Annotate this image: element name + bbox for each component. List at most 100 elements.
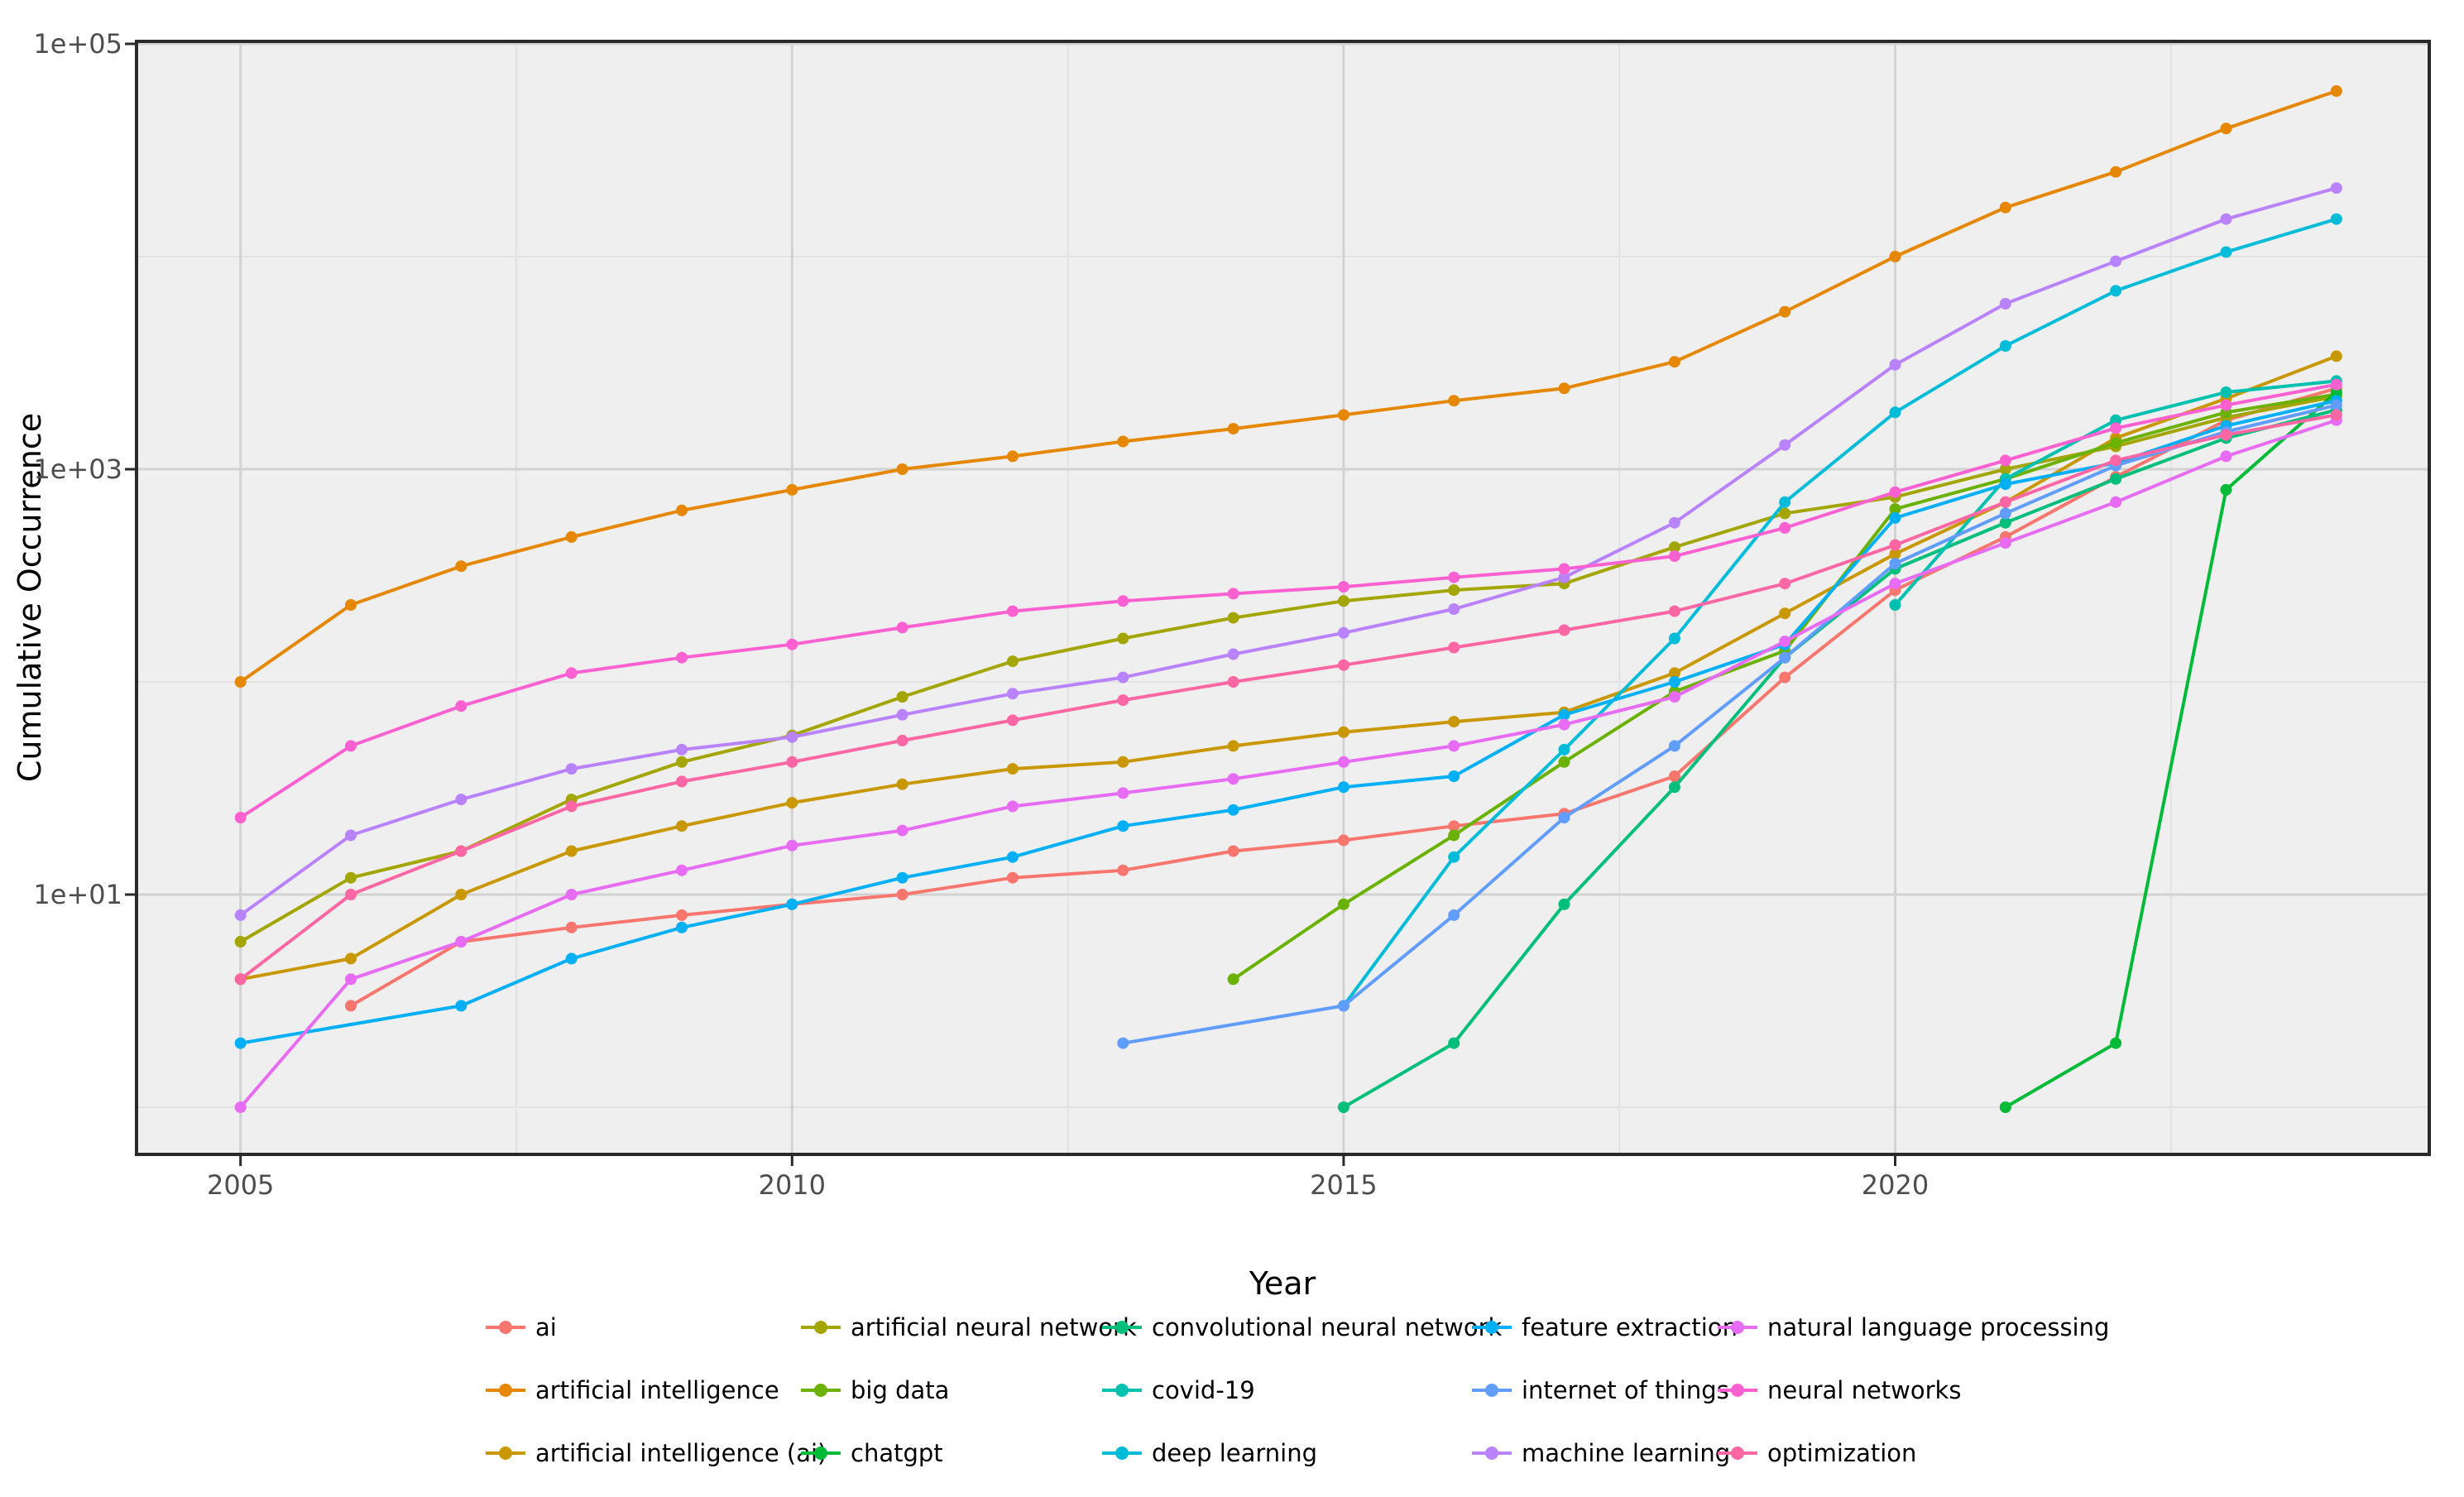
legend-item-feature-extraction: feature extraction <box>1470 1309 1738 1346</box>
data-point <box>1117 1037 1129 1049</box>
data-point <box>1668 550 1680 563</box>
data-point <box>1779 578 1791 590</box>
data-point <box>1006 763 1019 775</box>
data-point <box>565 667 578 679</box>
series-line <box>238 89 2338 684</box>
data-point <box>1999 454 2011 467</box>
data-point <box>2110 437 2122 449</box>
data-point <box>1999 298 2011 309</box>
series-internet-of-things <box>1117 399 2342 1049</box>
data-point <box>1558 743 1570 756</box>
data-point <box>1117 632 1129 645</box>
legend-key-icon <box>1102 1384 1142 1397</box>
data-point <box>786 731 798 743</box>
series-natural-language-processing <box>234 414 2342 1113</box>
data-point <box>2110 496 2122 508</box>
data-point <box>455 794 467 806</box>
series-line <box>2003 391 2338 1109</box>
legend-item-deep-learning: deep learning <box>1100 1435 1317 1471</box>
data-point <box>1227 588 1239 600</box>
data-point <box>1006 871 1019 884</box>
data-point <box>1227 612 1239 624</box>
data-point <box>1668 691 1680 703</box>
data-point <box>1999 1101 2011 1113</box>
legend-key-icon <box>1472 1447 1512 1460</box>
series-line <box>238 418 2338 1109</box>
data-point <box>896 778 908 790</box>
x-tick-label-2005: 2005 <box>206 1169 275 1201</box>
data-point <box>1668 516 1680 529</box>
data-point <box>1889 599 1901 611</box>
data-point <box>1668 541 1680 554</box>
data-point <box>234 936 247 948</box>
data-point <box>1227 773 1239 785</box>
data-point <box>455 936 467 948</box>
data-point <box>2110 454 2122 467</box>
data-point <box>1337 595 1349 607</box>
data-point <box>2330 213 2342 225</box>
data-point <box>1889 539 1901 551</box>
data-point <box>1448 603 1460 615</box>
data-point <box>234 1101 247 1113</box>
data-point <box>345 973 357 986</box>
data-point <box>786 898 798 910</box>
data-point <box>345 599 357 611</box>
data-point <box>565 952 578 965</box>
data-point <box>1889 578 1901 590</box>
series-optimization <box>234 409 2342 986</box>
data-point <box>1448 1037 1460 1049</box>
data-point <box>565 889 578 900</box>
legend-item-internet-of-things: internet of things <box>1470 1372 1729 1408</box>
data-point <box>1337 1000 1349 1012</box>
legend-key-icon <box>486 1384 525 1397</box>
data-point <box>1999 507 2011 520</box>
legend-label: feature extraction <box>1522 1313 1738 1341</box>
data-point <box>2220 450 2232 463</box>
data-point <box>2330 409 2342 421</box>
data-point <box>1337 409 1349 421</box>
data-point <box>455 560 467 573</box>
data-point <box>786 638 798 650</box>
data-point <box>786 839 798 852</box>
legend-key-icon <box>801 1321 841 1334</box>
data-point <box>1117 756 1129 768</box>
data-point <box>1117 864 1129 876</box>
legend-label: convolutional neural network <box>1152 1313 1503 1341</box>
data-point <box>1006 605 1019 617</box>
data-point <box>1779 636 1791 648</box>
x-tick-label-2015: 2015 <box>1310 1169 1378 1201</box>
data-point <box>2220 386 2232 398</box>
data-point <box>1337 834 1349 847</box>
data-point <box>565 845 578 857</box>
data-point <box>1558 898 1570 910</box>
data-point <box>1779 305 1791 318</box>
data-point <box>455 845 467 857</box>
data-point <box>1558 571 1570 583</box>
data-point <box>345 829 357 842</box>
data-point <box>1448 716 1460 728</box>
legend-label: covid-19 <box>1152 1376 1255 1404</box>
series-deep-learning <box>1337 213 2342 1012</box>
data-point <box>2110 414 2122 426</box>
data-point <box>345 952 357 965</box>
data-point <box>1558 624 1570 636</box>
data-point <box>565 921 578 933</box>
data-point <box>2330 182 2342 194</box>
legend-label: artificial neural network <box>851 1313 1137 1341</box>
series-chatgpt <box>1999 386 2342 1113</box>
legend-key-icon <box>1718 1384 1757 1397</box>
data-point <box>1779 651 1791 664</box>
data-point <box>1006 688 1019 700</box>
data-point <box>565 800 578 813</box>
legend-label: natural language processing <box>1767 1313 2110 1341</box>
data-point <box>2330 399 2342 411</box>
data-point <box>1117 671 1129 684</box>
data-point <box>1227 648 1239 660</box>
legend-item-convolutional-neural-network: convolutional neural network <box>1100 1309 1502 1346</box>
data-point <box>786 483 798 496</box>
data-point <box>1337 1101 1349 1113</box>
data-point <box>2110 1037 2122 1049</box>
y-tick-label-1e+01: 1e+01 <box>33 879 122 910</box>
data-point <box>1779 496 1791 508</box>
